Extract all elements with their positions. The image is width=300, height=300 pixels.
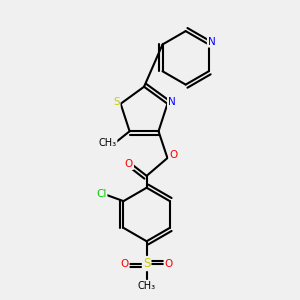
Text: O: O: [165, 259, 173, 269]
Text: Cl: Cl: [96, 189, 106, 199]
Text: O: O: [169, 150, 178, 160]
Text: O: O: [125, 159, 133, 169]
Text: S: S: [143, 257, 150, 270]
Text: O: O: [120, 259, 128, 269]
Text: N: N: [208, 37, 216, 46]
Text: CH₃: CH₃: [98, 138, 116, 148]
Text: N: N: [168, 97, 176, 107]
Text: S: S: [113, 97, 119, 107]
Text: CH₃: CH₃: [138, 281, 156, 291]
